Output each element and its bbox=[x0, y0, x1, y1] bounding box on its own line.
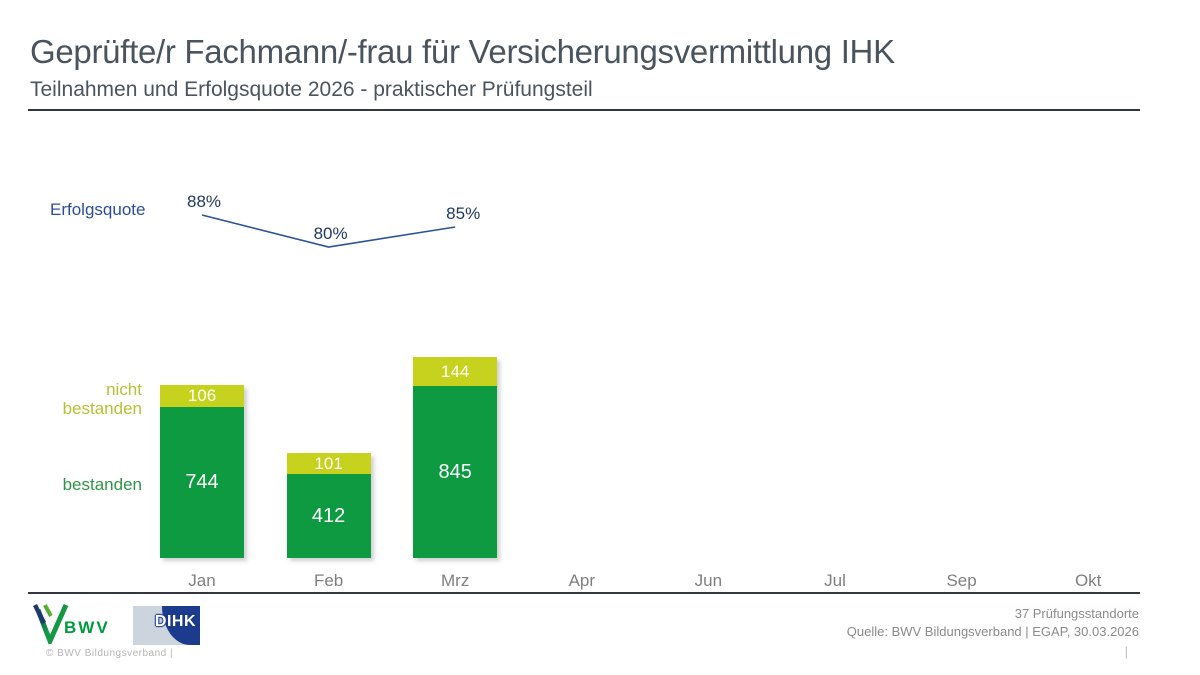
header-divider bbox=[28, 109, 1140, 111]
legend-bestanden: bestanden bbox=[62, 475, 142, 494]
bar-segment-nicht-bestanden-Mrz: 144 bbox=[413, 357, 498, 386]
legend-nicht-bestanden: nicht bestanden bbox=[62, 380, 142, 418]
x-axis-line bbox=[28, 592, 1140, 594]
x-axis-label-Okt: Okt bbox=[1074, 571, 1102, 590]
page-title: Geprüfte/r Fachmann/-frau für Versicheru… bbox=[30, 33, 895, 70]
bar-Mrz: 144 845 bbox=[413, 357, 498, 558]
bwv-logo-icon bbox=[32, 603, 69, 644]
legend-erfolgsquote: Erfolgsquote bbox=[50, 200, 146, 219]
bar-segment-nicht-bestanden-Feb: 101 bbox=[286, 453, 371, 474]
x-axis-label-Jan: Jan bbox=[188, 571, 216, 590]
exam-locations-note: 37 Prüfungsstandorte bbox=[1014, 606, 1139, 621]
bar-Jan: 106 744 bbox=[160, 385, 244, 558]
page-number-separator: | bbox=[1124, 644, 1128, 659]
success-rate-label-Feb: 80% bbox=[313, 224, 348, 243]
bar-segment-bestanden-Feb: 412 bbox=[286, 474, 371, 558]
copyright-note: © BWV Bildungsverband | bbox=[46, 648, 174, 659]
dihk-logo-text: DIHK bbox=[154, 613, 196, 630]
bar-segment-nicht-bestanden-Jan: 106 bbox=[160, 385, 244, 407]
source-note: Quelle: BWV Bildungsverband | EGAP, 30.0… bbox=[846, 624, 1139, 639]
bwv-logo-text: BWV bbox=[64, 618, 110, 637]
x-axis-label-Jun: Jun bbox=[694, 571, 723, 590]
bar-segment-bestanden-Mrz: 845 bbox=[413, 386, 498, 558]
x-axis-label-Sep: Sep bbox=[946, 571, 977, 590]
dihk-logo: DIHK bbox=[133, 606, 200, 645]
x-axis-label-Jul: Jul bbox=[824, 571, 846, 590]
x-axis-label-Feb: Feb bbox=[313, 571, 344, 590]
bar-Feb: 101 412 bbox=[286, 453, 371, 558]
bar-segment-bestanden-Jan: 744 bbox=[160, 407, 244, 558]
success-rate-line-chart bbox=[201, 214, 456, 248]
page-subtitle: Teilnahmen und Erfolgsquote 2026 - prakt… bbox=[30, 78, 593, 101]
x-axis-label-Mrz: Mrz bbox=[441, 571, 470, 590]
x-axis-label-Apr: Apr bbox=[568, 571, 596, 590]
success-rate-label-Mrz: 85% bbox=[446, 204, 481, 223]
success-rate-label-Jan: 88% bbox=[186, 192, 222, 211]
